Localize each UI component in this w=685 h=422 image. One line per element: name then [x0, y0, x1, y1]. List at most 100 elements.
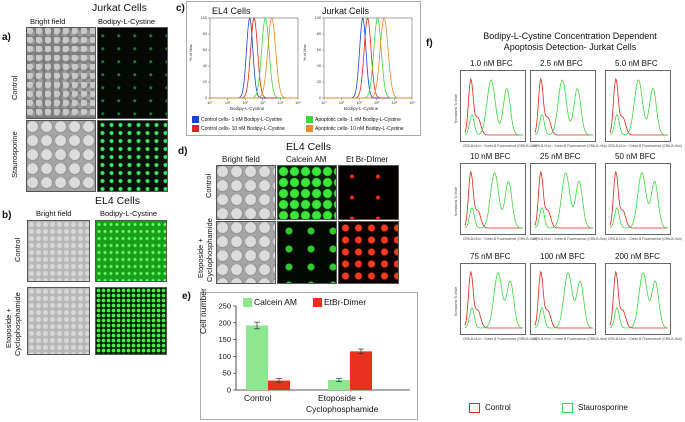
panel-b-title: EL4 Cells [95, 195, 140, 207]
hist-ytick-label: 0 [319, 96, 321, 100]
histogram-el4-xlabel: Bodipy-L-Cystine [230, 106, 265, 111]
hist-xtick-label: 10³ [374, 101, 380, 105]
histogram-2-5-nm-bfc: CRN-B-HLin :: Green-B Fluorescence (GRN-… [530, 70, 607, 148]
bar-legend-swatch-calcein [243, 298, 252, 307]
panel-d-col2: Calcein AM [286, 155, 327, 164]
bar-etbr-0 [268, 380, 290, 390]
micrograph-d-treated-etbr [338, 221, 399, 284]
staurosporine-curve [609, 79, 668, 136]
hist-curve-series-3 [324, 17, 412, 99]
bar-calcein-0 [246, 325, 268, 390]
bar-category-control: Control [244, 393, 272, 403]
panel-c-legend: Control cells- 1 nM Bodipy-L-Cystine Con… [192, 115, 417, 135]
panel-b-col1: Bright field [36, 209, 72, 218]
legend-f-stauro-swatch [562, 403, 573, 413]
histogram-yaxis-label: Normalized To Mode [454, 286, 458, 316]
histogram-5-0-nm-bfc: CRN-B-HLin :: Green-B Fluorescence (GRN-… [605, 70, 682, 148]
histogram-xaxis-label: CRN-B-HLin :: Green-B Fluorescence (GRN-… [533, 337, 608, 341]
histogram-jurkat: Jurkat Cells 0 20 40 60 80 100 10° 10¹ 10² 10³ 10⁴… [302, 6, 416, 112]
micrograph-d-control-etbr [338, 165, 399, 220]
histogram-50-nm-bfc: CRN-B-HLin :: Green-B Fluorescence (GRN-… [605, 163, 682, 241]
histogram-yaxis-label: Normalized To Mode [454, 186, 458, 216]
panel-c-label: c) [176, 3, 185, 14]
staurosporine-curve [464, 79, 523, 136]
histogram-xaxis-label: CRN-B-HLin :: Green-B Fluorescence (GRN-… [608, 237, 683, 241]
bar-chart-e-ylabel: Cell number [198, 288, 208, 334]
hist-xtick-label: 10⁴ [391, 101, 397, 105]
hist-ytick-label: 40 [317, 64, 321, 68]
panel-a-row2: Staurosporine [10, 131, 19, 178]
histogram-jurkat-xlabel: Bodipy-L-Cystine [344, 106, 379, 111]
control-curve [534, 170, 593, 229]
hist-ytick-label: 80 [317, 32, 321, 36]
hist-curve-series-0 [324, 16, 412, 99]
micrograph-el4-control-bodipy [95, 220, 167, 282]
micrograph-d-treated-brightfield [216, 221, 276, 284]
bar-ytick-label: 150 [218, 335, 231, 344]
staurosporine-curve [534, 79, 593, 136]
hist-curve-series-2 [324, 17, 412, 99]
histogram-xaxis-label: CRN-B-HLin :: Green-B Fluorescence (GRN-… [608, 337, 683, 341]
bar-ytick-label: 100 [218, 352, 231, 361]
micrograph-el4-treated-brightfield [27, 287, 90, 355]
hist-ytick-label: 0 [205, 96, 207, 100]
bar-ytick-label: 50 [223, 369, 231, 378]
concentration-label: 75 nM BFC [470, 252, 511, 261]
micrograph-el4-control-brightfield [27, 220, 90, 282]
panel-d-row2b: Cyclophosphamide [205, 218, 214, 282]
control-curve [609, 270, 668, 329]
hist-curve-series-2 [210, 17, 298, 99]
hist-ytick-label: 60 [317, 48, 321, 52]
control-curve [534, 77, 593, 136]
concentration-label: 100 nM BFC [540, 252, 585, 261]
panel-a-row1: Control [10, 75, 19, 100]
control-curve [609, 170, 668, 229]
bar-ytick-label: 200 [218, 318, 231, 327]
hist-ytick-label: 100 [201, 16, 207, 20]
control-curve [464, 170, 523, 229]
micrograph-jurkat-control-brightfield [26, 27, 96, 119]
histogram-75-nm-bfc: CRN-B-HLin :: Green-B Fluorescence (GRN-… [454, 263, 537, 341]
control-curve [464, 77, 523, 136]
hist-ytick-label: 20 [317, 80, 321, 84]
histogram-100-nm-bfc: CRN-B-HLin :: Green-B Fluorescence (GRN-… [530, 263, 607, 341]
histogram-1-0-nm-bfc: CRN-B-HLin :: Green-B Fluorescence (GRN-… [454, 70, 537, 148]
histogram-xaxis-label: CRN-B-HLin :: Green-B Fluorescence (GRN-… [533, 237, 608, 241]
concentration-label: 50 nM BFC [615, 152, 656, 161]
hist-xtick-label: 10° [321, 101, 327, 105]
hist-curve-series-1 [210, 17, 298, 99]
panel-d-row2a: Etoposide + [196, 238, 205, 278]
control-curve [464, 270, 523, 329]
panel-e-label: e) [182, 291, 191, 302]
panel-f-title-line2: Apoptosis Detection- Jurkat Cells [503, 42, 637, 52]
bar-category-treated-b: Cyclophosphamide [306, 404, 379, 414]
histogram-25-nm-bfc: CRN-B-HLin :: Green-B Fluorescence (GRN-… [530, 163, 607, 241]
hist-xtick-label: 10⁵ [409, 101, 415, 105]
staurosporine-curve [464, 272, 523, 329]
legend-apoptotic-10nm: Apoptotic cells- 10 nM Bodipy-L-Cystine [315, 126, 404, 132]
hist-curve-series-1 [324, 17, 412, 99]
concentration-label: 1.0 nM BFC [470, 59, 513, 68]
panel-c-frame [186, 1, 421, 136]
micrograph-d-treated-calcein [277, 221, 337, 284]
panel-a-title: Jurkat Cells [92, 2, 147, 14]
hist-xtick-label: 10⁵ [295, 101, 301, 105]
panel-d-col1: Bright field [222, 155, 260, 164]
hist-frame [323, 17, 413, 99]
staurosporine-curve [609, 272, 668, 329]
panel-d-title: EL4 Cells [286, 141, 331, 153]
histogram-el4-ylabel: % of Max [188, 44, 193, 61]
histogram-yaxis-label: Normalized To Mode [454, 93, 458, 123]
hist-xtick-label: 10¹ [339, 101, 345, 105]
histogram-el4-title: EL4 Cells [212, 6, 251, 16]
panel-e-frame [200, 292, 418, 420]
hist-xtick-label: 10¹ [225, 101, 231, 105]
hist-ytick-label: 20 [203, 80, 207, 84]
legend-f-control-swatch [469, 403, 480, 413]
hist-curve-series-3 [210, 17, 298, 99]
staurosporine-curve [464, 172, 523, 229]
micrograph-jurkat-staurosporine-bodipy [97, 120, 168, 192]
panel-b-label: b) [2, 210, 12, 221]
bar-calcein-1 [328, 379, 350, 390]
hist-xtick-label: 10° [207, 101, 213, 105]
